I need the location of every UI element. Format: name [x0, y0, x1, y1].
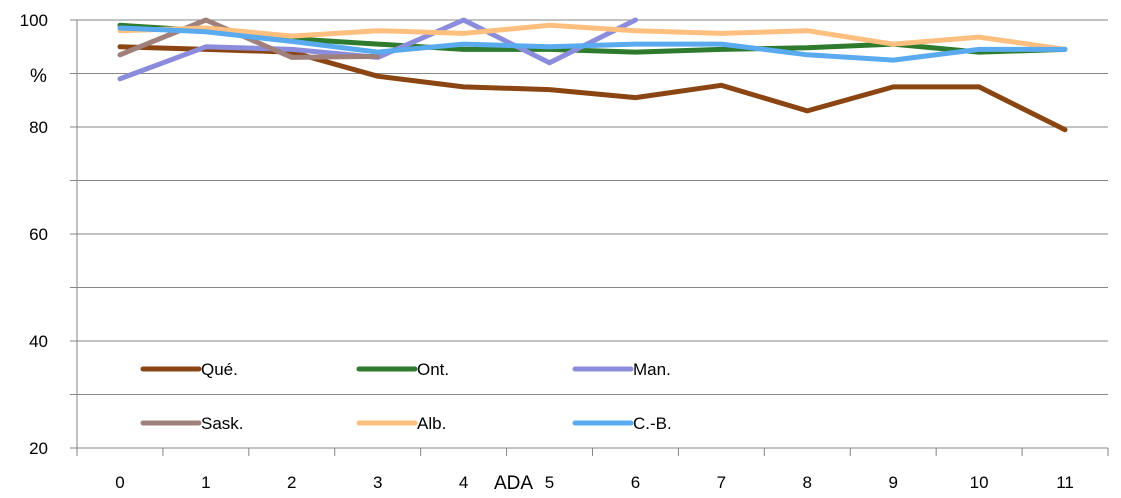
legend-item: Qué. [140, 360, 238, 379]
axes [70, 19, 1109, 456]
x-tick-label: 9 [888, 473, 897, 492]
y-tick-label: 60 [29, 225, 48, 244]
x-tick-label: 1 [201, 473, 210, 492]
legend-label: Alb. [417, 414, 446, 433]
legend-item: Sask. [140, 414, 244, 433]
tick-labels: 20 40 60 80 100 0 1 2 3 4 5 6 7 8 9 10 11 [20, 11, 1074, 492]
grid-lines [77, 19, 1108, 395]
legend-label: Man. [633, 360, 671, 379]
x-axis-label: ADA [494, 473, 533, 494]
legend-label: Ont. [417, 360, 449, 379]
x-tick-label: 4 [459, 473, 468, 492]
series-line-alb [117, 22, 1068, 52]
legend-item: Man. [572, 360, 671, 379]
series-lines [117, 17, 1068, 133]
series-line-cb [117, 25, 1068, 63]
y-axis-label: % [30, 66, 47, 87]
x-tick-label: 11 [1056, 473, 1074, 492]
y-tick-label: 40 [29, 332, 48, 351]
x-tick-label: 3 [373, 473, 382, 492]
y-tick-label: 80 [29, 118, 48, 137]
x-tick-label: 2 [287, 473, 296, 492]
x-tick-label: 10 [970, 473, 989, 492]
x-tick-label: 7 [717, 473, 726, 492]
legend-label: Sask. [201, 414, 244, 433]
legend: Qué. Ont. Man. Sask. Alb. C.-B. [140, 360, 672, 433]
legend-item: Ont. [356, 360, 449, 379]
series-line-qu [117, 44, 1068, 133]
legend-label: Qué. [201, 360, 238, 379]
legend-item: C.-B. [572, 414, 672, 433]
legend-item: Alb. [356, 414, 446, 433]
y-tick-label: 20 [29, 439, 48, 458]
x-tick-label: 5 [545, 473, 554, 492]
legend-label: C.-B. [633, 414, 672, 433]
y-tick-label: 100 [20, 11, 48, 30]
x-tick-label: 8 [803, 473, 812, 492]
x-tick-label: 0 [115, 473, 124, 492]
x-tick-label: 6 [631, 473, 640, 492]
